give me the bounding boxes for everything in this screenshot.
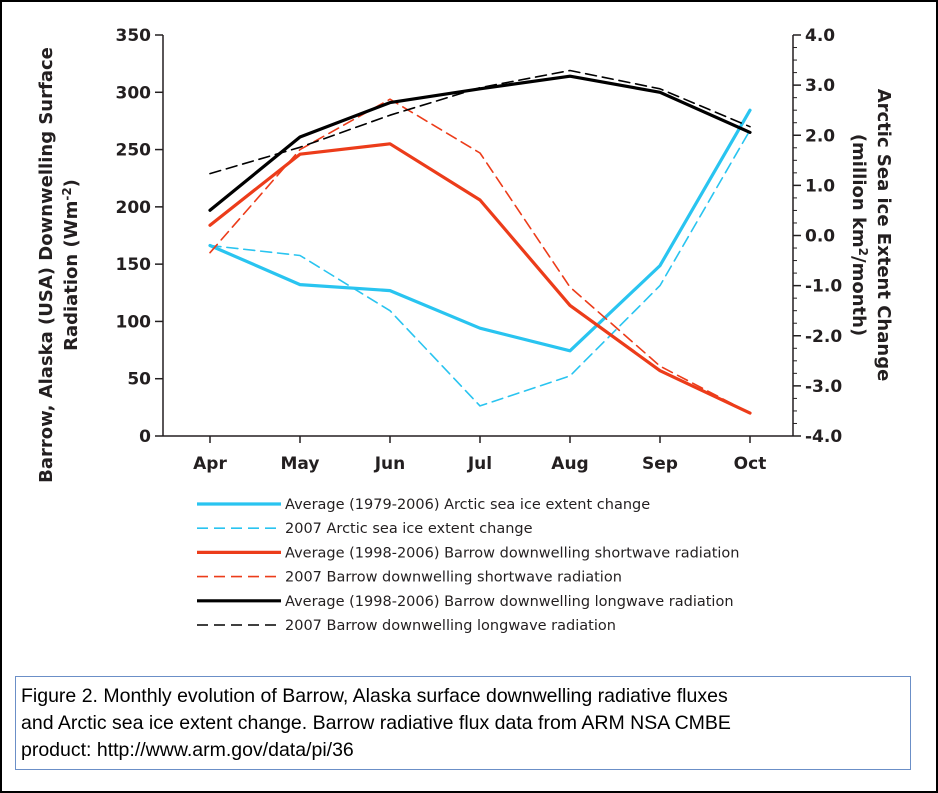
left-tick-label: 0 — [139, 427, 151, 447]
caption-line-1: Figure 2. Monthly evolution of Barrow, A… — [21, 685, 728, 707]
x-tick-label: Apr — [193, 454, 227, 474]
legend-label-2: 2007 Arctic sea ice extent change — [285, 521, 533, 537]
left-axis-title: Barrow, Alaska (USA) Downwelling Surface — [36, 47, 57, 483]
left-tick-label: 350 — [116, 26, 152, 46]
axes — [162, 35, 794, 437]
x-tick-label: Jul — [467, 454, 492, 474]
right-axis-ticks: -4.0 -3.0 -2.0 -1.0 0.0 1.0 2.0 3.0 4.0 — [793, 26, 842, 447]
x-tick-label: May — [281, 454, 320, 474]
legend-label-6: 2007 Barrow downwelling longwave radiati… — [285, 618, 616, 634]
left-tick-label: 200 — [116, 198, 152, 218]
right-tick-label: -3.0 — [805, 377, 842, 397]
right-tick-label: 0.0 — [805, 227, 835, 247]
left-tick-label: 50 — [127, 370, 151, 390]
x-tick-label: Jun — [374, 454, 406, 474]
right-tick-label: -4.0 — [805, 427, 842, 447]
right-axis-title-line2: (million km2/month) — [848, 134, 870, 336]
right-axis-title: Arctic Sea ice Extent Change — [873, 89, 894, 382]
left-tick-label: 150 — [116, 255, 152, 275]
chart: 0 50 100 150 200 250 300 350 -4.0 -3.0 -2.0 -1.0 0.… — [36, 26, 894, 634]
caption-line-2: and Arctic sea ice extent change. Barrow… — [21, 712, 731, 734]
right-tick-label: 4.0 — [805, 26, 835, 46]
series-line-1 — [208, 108, 752, 353]
legend-label-4: 2007 Barrow downwelling shortwave radiat… — [285, 570, 622, 586]
caption-line-3: product: http://www.arm.gov/data/pi/36 — [21, 739, 354, 761]
x-tick-label: Aug — [551, 454, 588, 474]
left-tick-label: 300 — [116, 83, 152, 103]
x-tick-label: Sep — [642, 454, 678, 474]
right-tick-label: -2.0 — [805, 327, 842, 347]
left-axis-title-line2: Radiation (Wm-2) — [60, 179, 82, 351]
figure-caption: Figure 2. Monthly evolution of Barrow, A… — [15, 676, 911, 770]
series-line-5 — [208, 74, 752, 212]
series-line-2 — [209, 129, 751, 407]
x-tick-label: Oct — [734, 454, 767, 474]
right-tick-label: 1.0 — [805, 176, 835, 196]
legend-label-5: Average (1998-2006) Barrow downwelling l… — [285, 594, 734, 610]
right-tick-label: 3.0 — [805, 76, 835, 96]
series-line-6 — [209, 69, 751, 175]
right-tick-label: -1.0 — [805, 277, 842, 297]
legend-label-1: Average (1979-2006) Arctic sea ice exten… — [285, 497, 650, 513]
legend: Average (1979-2006) Arctic sea ice exten… — [197, 497, 739, 634]
series-lines — [208, 69, 752, 415]
series-line-3 — [208, 142, 752, 415]
left-tick-label: 100 — [116, 312, 152, 332]
x-axis-ticks: Apr May Jun Jul Aug Sep Oct — [193, 436, 766, 474]
left-tick-label: 250 — [116, 141, 152, 161]
left-axis-ticks: 0 50 100 150 200 250 300 350 — [116, 26, 163, 447]
legend-label-3: Average (1998-2006) Barrow downwelling s… — [285, 545, 739, 561]
right-tick-label: 2.0 — [805, 126, 835, 146]
series-line-4 — [209, 98, 751, 414]
